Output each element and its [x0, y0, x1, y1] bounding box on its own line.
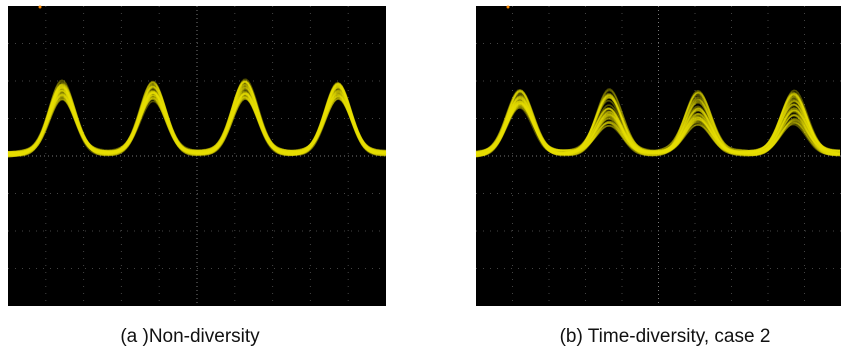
scope-panel — [8, 6, 386, 307]
trigger-marker — [507, 6, 510, 9]
page: (a )Non-diversity (b) Time-diversity, ca… — [0, 0, 845, 352]
caption: (a )Non-diversity — [120, 326, 260, 347]
trigger-marker — [39, 6, 42, 9]
caption: (b) Time-diversity, case 2 — [560, 326, 771, 347]
scope-panel — [476, 6, 841, 307]
figure: (a )Non-diversity (b) Time-diversity, ca… — [0, 0, 845, 352]
